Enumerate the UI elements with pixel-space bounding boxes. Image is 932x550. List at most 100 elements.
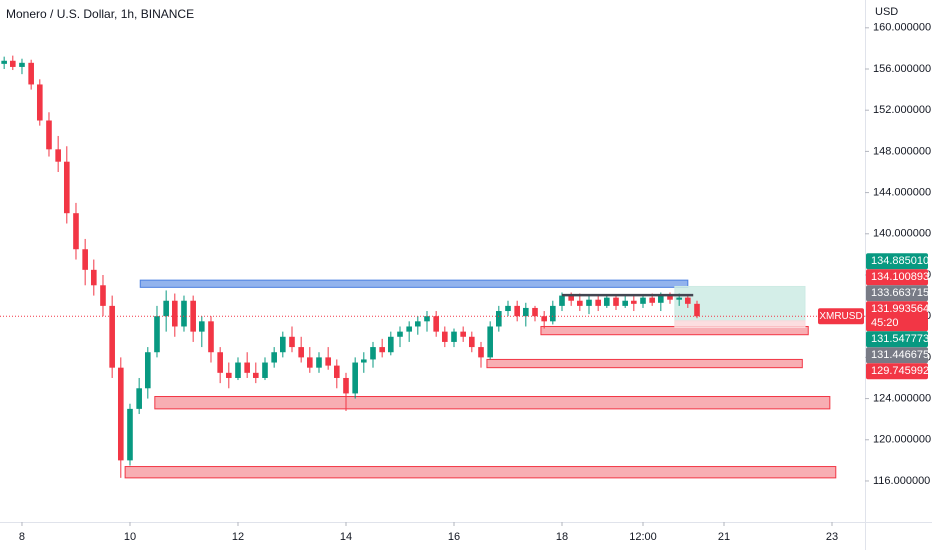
price-tag [866,301,928,332]
zone [154,396,831,410]
candle-body [532,307,538,317]
candle-body [415,321,421,327]
candle-body [1,60,7,64]
candle-body [154,316,160,353]
candle-body [289,336,295,348]
price-tag-label: 131.547773 [871,333,929,345]
candle-body [595,299,601,306]
price-tags: 134.885010 134.100893 133.663715 131.993564… [818,253,929,380]
price-tag [866,363,928,380]
x-tick-label: 18 [556,531,568,543]
candle-body [424,316,430,322]
y-tick-label: 144.000000 [873,186,931,198]
candle-body [334,365,340,378]
candle-body [496,311,502,327]
x-tick-label: 14 [340,531,352,543]
candle-body [252,372,259,378]
candle-body [406,326,412,332]
candle-body [505,305,511,312]
x-tick-label: 21 [718,531,730,543]
x-tick-label: 12 [232,531,244,543]
candle-body [541,316,547,322]
candle-body [117,367,124,461]
candle-body [136,388,142,409]
price-tag-label: 134.885010 [871,255,929,267]
candle-body [144,352,151,389]
y-tick-label: 156.000000 [873,63,931,75]
candle-body [235,362,241,378]
y-tick-label: 116.000000 [873,475,930,487]
candle-body [388,336,394,353]
candle-body [46,120,52,150]
currency-backdrop [866,0,932,22]
price-tag-label: 131.446675 [871,349,929,361]
candle-body [127,408,133,461]
price-tag [866,269,928,286]
candle-body [685,297,691,304]
candle-body [28,62,34,85]
y-tick-label: 140.000000 [873,228,931,240]
candle-body [361,359,367,363]
countdown: 45:20 [871,317,899,329]
zone [486,358,803,369]
candle-body [343,377,349,394]
candle-body [279,336,286,353]
candle-body [379,347,385,353]
currency-label: USD [875,6,898,18]
chart-title: Monero / U.S. Dollar, 1h, BINANCE [6,7,194,21]
y-tick-label: 148.000000 [873,145,931,157]
candle-body [225,372,232,378]
price-tag-label: 131.993564 [871,303,929,315]
candle-body [190,300,196,332]
candle-body [316,357,322,368]
zone [124,466,837,479]
candle-body [36,84,43,121]
candle-body [478,347,484,358]
candle-body [523,307,529,317]
candle-body [604,297,610,306]
candle-body [109,305,115,368]
candle-body [19,62,25,67]
candle-body [460,331,466,337]
candle-body [631,300,637,304]
price-tag [866,347,928,364]
candle-body [181,300,187,327]
x-tick-label: 10 [124,531,136,543]
symbol-tag [818,308,864,325]
x-tick-label: 16 [448,531,460,543]
candle-body [306,357,313,368]
candle-body [244,362,250,373]
candle-body [9,60,16,67]
candle-body [271,352,277,363]
price-tag [866,253,928,270]
candle-body [451,331,457,342]
price-tag-label: 133.663715 [871,287,929,299]
candle-body [208,321,214,353]
candle-body [469,336,475,348]
candle-body [649,297,655,303]
candle-body [658,295,664,303]
candle-body [63,161,70,214]
candle-body [622,300,628,306]
candle-body [262,362,268,378]
candle-body [73,213,79,250]
price-tag-label: 134.100893 [871,271,929,283]
candle-body [325,357,331,366]
candle-body [568,295,574,301]
candle-body [442,331,448,342]
price-tag [866,285,928,302]
candle-body [640,297,646,304]
candle-body [586,299,592,306]
candle-body [163,300,169,317]
candle-body [100,285,106,306]
candle-body [577,300,583,306]
symbol-label: XMRUSD [819,311,862,322]
candle-body [514,305,520,317]
candle-body [370,347,376,360]
candle-body [217,352,223,373]
candle-body [198,321,205,332]
candle-body [397,331,403,337]
plot-area [0,55,865,479]
